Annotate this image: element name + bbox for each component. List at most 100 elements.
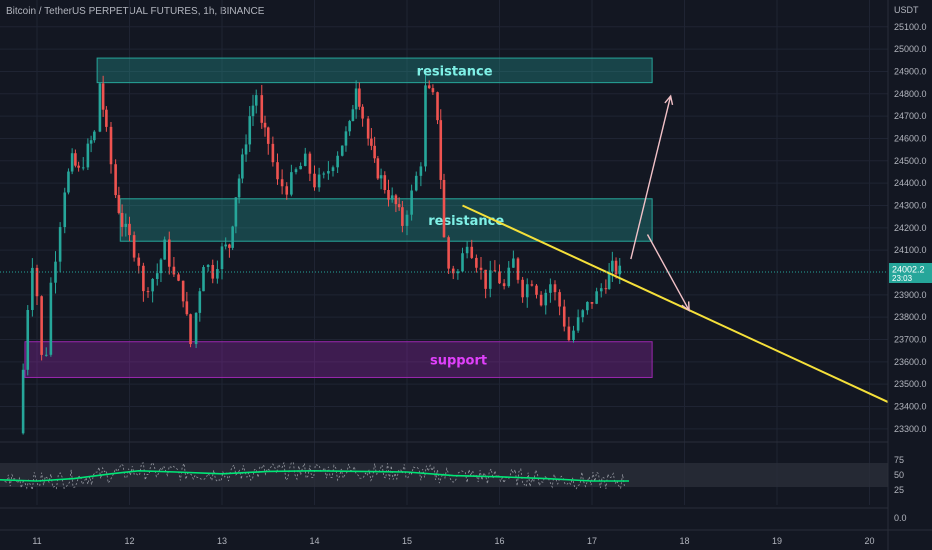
candle-body bbox=[348, 121, 351, 132]
currency-label: USDT bbox=[894, 5, 919, 15]
candle-body bbox=[576, 317, 580, 331]
candle-body bbox=[475, 257, 478, 268]
candle-body bbox=[431, 88, 435, 93]
candle-body bbox=[336, 155, 339, 168]
candle-body bbox=[254, 95, 258, 106]
candle-body bbox=[507, 267, 511, 287]
x-tick-label: 18 bbox=[679, 536, 689, 546]
candle-body bbox=[354, 88, 358, 110]
candle-body bbox=[181, 280, 185, 302]
zone-box-1 bbox=[96, 57, 653, 84]
candle-body bbox=[155, 273, 159, 279]
y-tick-label: 23800.0 bbox=[894, 312, 927, 322]
candle-body bbox=[244, 144, 248, 155]
candle-body bbox=[493, 270, 497, 272]
last-price-value: 24002.2 bbox=[892, 264, 925, 274]
candle-body bbox=[185, 301, 189, 315]
candle-body bbox=[177, 274, 180, 281]
candle-body bbox=[234, 197, 238, 227]
x-tick-label: 15 bbox=[402, 536, 412, 546]
candle-body bbox=[361, 106, 364, 119]
candle-body bbox=[549, 284, 552, 293]
candle-body bbox=[586, 301, 589, 311]
candle-body bbox=[535, 285, 538, 295]
y-tick-label: 23500.0 bbox=[894, 379, 927, 389]
candle-body bbox=[260, 95, 264, 123]
rsi-tick-label: 75 bbox=[894, 455, 904, 465]
candle-body bbox=[220, 246, 224, 270]
x-tick-label: 16 bbox=[494, 536, 504, 546]
candle-body bbox=[146, 291, 150, 293]
candle-body bbox=[465, 246, 469, 254]
candle-body bbox=[167, 239, 171, 267]
candle-body bbox=[340, 145, 344, 156]
candle-body bbox=[172, 266, 176, 275]
y-tick-label: 24700.0 bbox=[894, 111, 927, 121]
y-tick-label: 23700.0 bbox=[894, 334, 927, 344]
last-price-tag bbox=[889, 262, 932, 283]
y-tick-label: 24900.0 bbox=[894, 66, 927, 76]
candle-body bbox=[228, 244, 231, 248]
candle-body bbox=[344, 131, 348, 146]
candle-body bbox=[488, 270, 492, 289]
candle-body bbox=[405, 214, 409, 226]
candle-body bbox=[132, 235, 136, 258]
candle-body bbox=[607, 271, 611, 289]
y-tick-label: 24300.0 bbox=[894, 200, 927, 210]
candle-body bbox=[89, 140, 93, 144]
candle-body bbox=[124, 223, 128, 227]
candle-body bbox=[67, 171, 70, 193]
projection-arrow-1 bbox=[630, 95, 672, 260]
x-tick-label: 19 bbox=[772, 536, 782, 546]
candle-body bbox=[290, 172, 293, 195]
candle-body bbox=[159, 259, 163, 274]
candle-body bbox=[387, 189, 390, 200]
candle-body bbox=[604, 288, 608, 290]
candle-body bbox=[266, 127, 270, 144]
candle-body bbox=[379, 175, 383, 179]
candle-body bbox=[251, 105, 255, 117]
candle-body bbox=[77, 165, 80, 168]
zones-layer: resistance resistance support bbox=[24, 57, 653, 378]
candle-body bbox=[366, 118, 370, 139]
candle-body bbox=[614, 260, 618, 275]
candle-body bbox=[137, 257, 141, 266]
candle-body bbox=[101, 83, 105, 110]
y-tick-label: 24800.0 bbox=[894, 89, 927, 99]
candle-body bbox=[21, 369, 25, 434]
trend-line bbox=[462, 204, 889, 403]
candle-body bbox=[484, 269, 487, 289]
candle-body bbox=[595, 291, 598, 304]
candle-body bbox=[120, 212, 124, 227]
candle-body bbox=[456, 271, 460, 274]
candle-body bbox=[383, 175, 387, 190]
candle-body bbox=[397, 204, 401, 208]
candle-body bbox=[70, 153, 74, 172]
y-tick-label: 23600.0 bbox=[894, 357, 927, 367]
candle-body bbox=[237, 178, 241, 198]
last-price-countdown: 23:03 bbox=[892, 274, 913, 283]
candle-body bbox=[40, 296, 43, 355]
candle-body bbox=[530, 284, 534, 286]
candle-body bbox=[394, 195, 398, 205]
candle-body bbox=[54, 261, 57, 283]
candle-body bbox=[567, 326, 571, 341]
candle-body bbox=[98, 83, 102, 132]
candle-body bbox=[294, 169, 298, 173]
zone-label-1: resistance bbox=[417, 64, 493, 79]
candle-body bbox=[198, 291, 202, 313]
candle-body bbox=[216, 269, 219, 279]
candle-body bbox=[544, 292, 548, 306]
candle-body bbox=[436, 92, 439, 121]
candle-body bbox=[142, 265, 145, 292]
x-tick-label: 11 bbox=[32, 536, 41, 546]
candle-body bbox=[401, 207, 404, 226]
candle-body bbox=[331, 167, 335, 172]
candle-body bbox=[521, 279, 524, 298]
candle-body bbox=[308, 153, 312, 174]
candle-body bbox=[271, 143, 275, 163]
y-tick-label: 23400.0 bbox=[894, 401, 927, 411]
candle-body bbox=[63, 192, 67, 228]
